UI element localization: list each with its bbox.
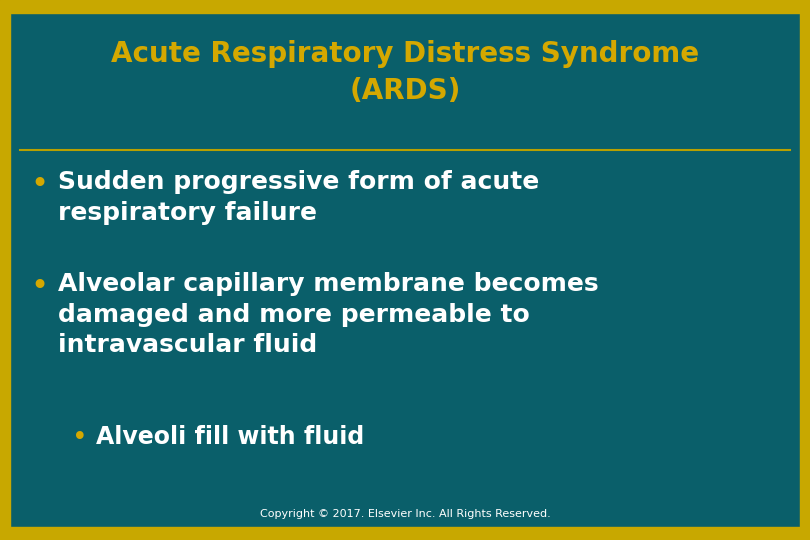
Text: Alveoli fill with fluid: Alveoli fill with fluid bbox=[96, 425, 364, 449]
Text: Acute Respiratory Distress Syndrome
(ARDS): Acute Respiratory Distress Syndrome (ARD… bbox=[111, 40, 699, 105]
Text: •: • bbox=[30, 272, 48, 301]
Text: Sudden progressive form of acute
respiratory failure: Sudden progressive form of acute respira… bbox=[58, 170, 539, 225]
Bar bbox=[0, 0, 810, 13]
Bar bbox=[0, 527, 810, 540]
Text: Copyright © 2017. Elsevier Inc. All Rights Reserved.: Copyright © 2017. Elsevier Inc. All Righ… bbox=[260, 509, 550, 519]
Bar bbox=[800, 0, 810, 540]
Text: •: • bbox=[72, 425, 87, 451]
Bar bbox=[0, 0, 10, 540]
Text: Alveolar capillary membrane becomes
damaged and more permeable to
intravascular : Alveolar capillary membrane becomes dama… bbox=[58, 272, 599, 357]
Text: •: • bbox=[30, 170, 48, 199]
